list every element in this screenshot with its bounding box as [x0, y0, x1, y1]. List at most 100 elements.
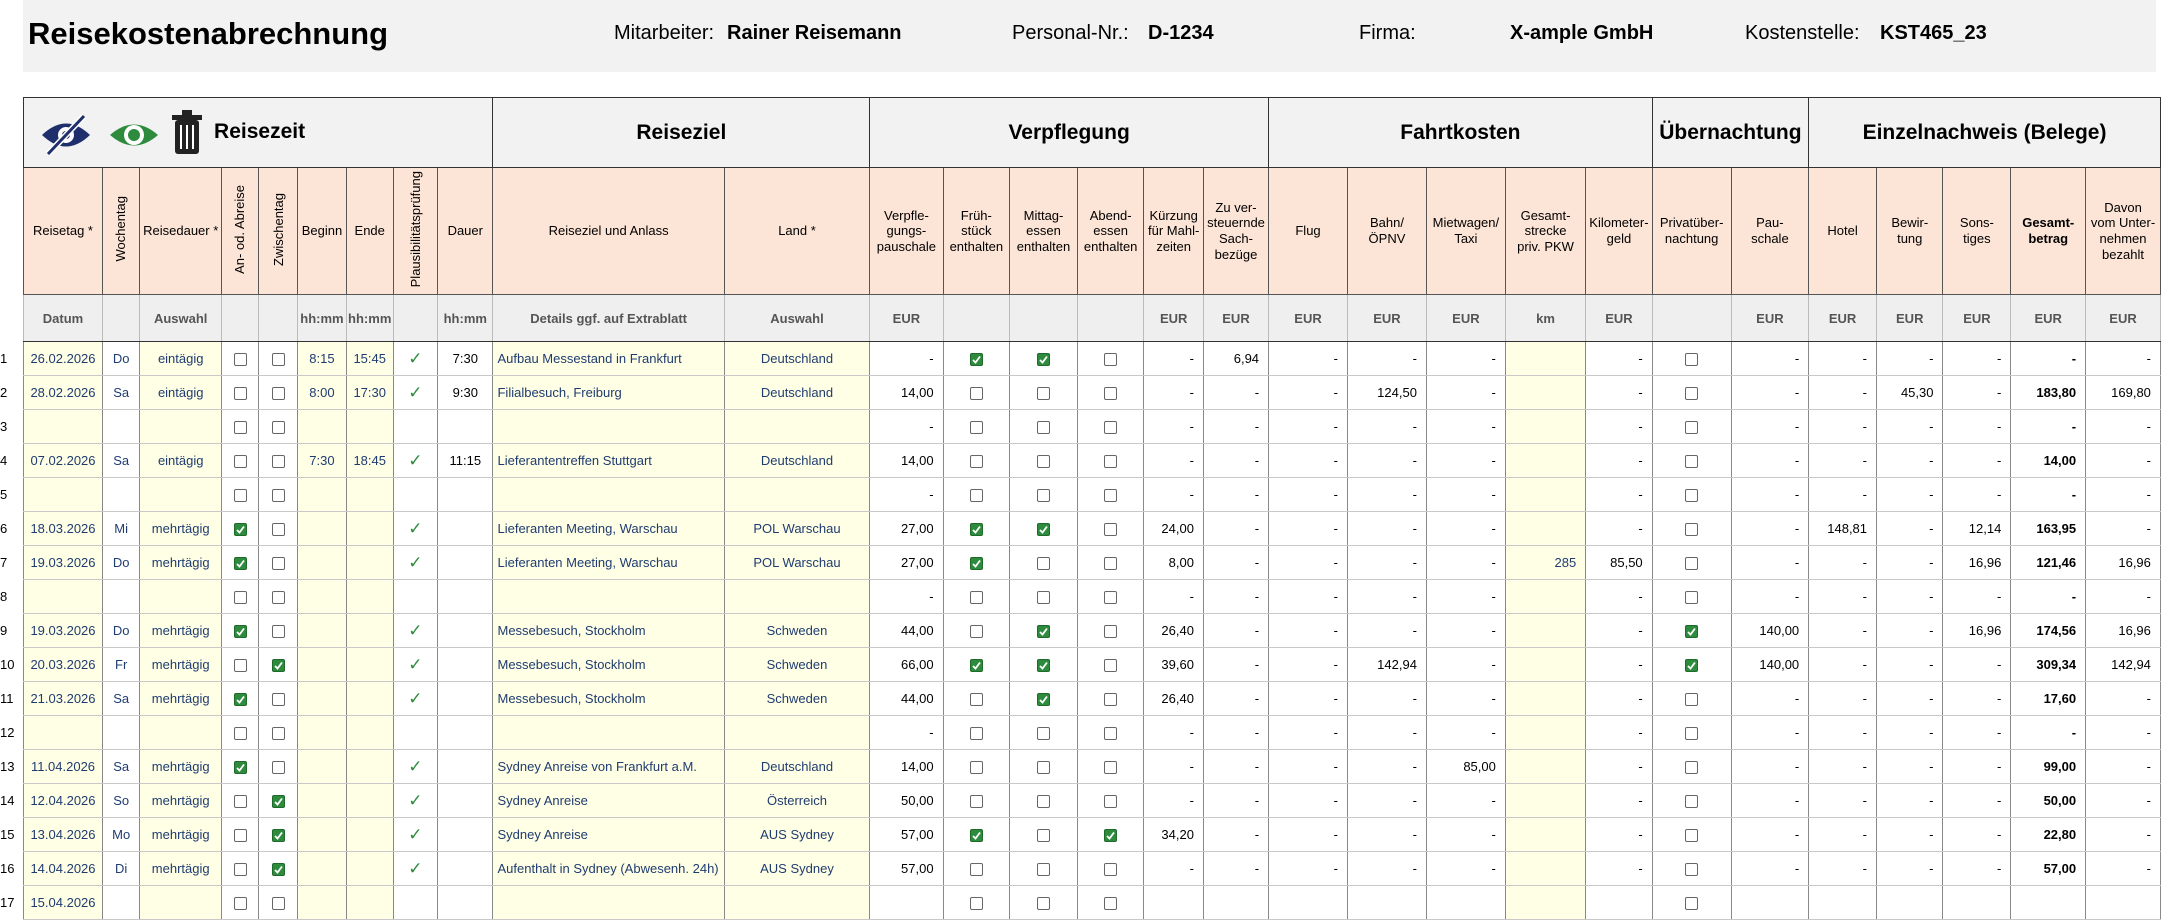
checkbox[interactable]: [969, 353, 983, 367]
checkbox[interactable]: [1685, 863, 1699, 877]
checkbox[interactable]: [1685, 421, 1699, 435]
checkbox[interactable]: [1104, 387, 1118, 401]
checkbox[interactable]: [1104, 659, 1118, 673]
checkbox[interactable]: [969, 489, 983, 503]
checkbox[interactable]: [1104, 693, 1118, 707]
checkbox[interactable]: [969, 863, 983, 877]
checkbox[interactable]: [1104, 353, 1118, 367]
checkbox[interactable]: [1685, 625, 1699, 639]
checkbox[interactable]: [1104, 727, 1118, 741]
checkbox[interactable]: [1685, 455, 1699, 469]
checkbox[interactable]: [1036, 523, 1050, 537]
checkbox[interactable]: [233, 523, 247, 537]
checkbox[interactable]: [1036, 727, 1050, 741]
checkbox[interactable]: [1036, 761, 1050, 775]
checkbox[interactable]: [271, 829, 285, 843]
checkbox[interactable]: [271, 863, 285, 877]
checkbox[interactable]: [1685, 591, 1699, 605]
checkbox[interactable]: [271, 455, 285, 469]
checkbox[interactable]: [1104, 523, 1118, 537]
checkbox[interactable]: [969, 761, 983, 775]
checkbox[interactable]: [1685, 795, 1699, 809]
checkbox[interactable]: [1036, 489, 1050, 503]
checkbox[interactable]: [1036, 693, 1050, 707]
checkbox[interactable]: [271, 659, 285, 673]
checkbox[interactable]: [1685, 489, 1699, 503]
checkbox[interactable]: [969, 897, 983, 911]
checkbox[interactable]: [271, 489, 285, 503]
hide-icon[interactable]: [38, 112, 94, 158]
checkbox[interactable]: [271, 897, 285, 911]
checkbox[interactable]: [233, 897, 247, 911]
checkbox[interactable]: [1036, 897, 1050, 911]
checkbox[interactable]: [969, 421, 983, 435]
checkbox[interactable]: [271, 421, 285, 435]
checkbox[interactable]: [1685, 387, 1699, 401]
checkbox[interactable]: [1685, 897, 1699, 911]
checkbox[interactable]: [233, 761, 247, 775]
checkbox[interactable]: [969, 795, 983, 809]
checkbox[interactable]: [233, 625, 247, 639]
checkbox[interactable]: [233, 455, 247, 469]
checkbox[interactable]: [1036, 829, 1050, 843]
checkbox[interactable]: [233, 727, 247, 741]
checkbox[interactable]: [1685, 829, 1699, 843]
checkbox[interactable]: [1036, 353, 1050, 367]
checkbox[interactable]: [271, 625, 285, 639]
checkbox[interactable]: [233, 387, 247, 401]
delete-icon[interactable]: [170, 108, 204, 158]
checkbox[interactable]: [1104, 829, 1118, 843]
checkbox[interactable]: [1685, 557, 1699, 571]
checkbox[interactable]: [1104, 489, 1118, 503]
checkbox[interactable]: [233, 591, 247, 605]
checkbox[interactable]: [1685, 353, 1699, 367]
checkbox[interactable]: [1685, 523, 1699, 537]
checkbox[interactable]: [969, 523, 983, 537]
checkbox[interactable]: [1104, 557, 1118, 571]
checkbox[interactable]: [1104, 761, 1118, 775]
checkbox[interactable]: [969, 387, 983, 401]
checkbox[interactable]: [271, 387, 285, 401]
checkbox[interactable]: [233, 353, 247, 367]
checkbox[interactable]: [1036, 795, 1050, 809]
checkbox[interactable]: [271, 693, 285, 707]
checkbox[interactable]: [1036, 863, 1050, 877]
checkbox[interactable]: [1104, 863, 1118, 877]
checkbox[interactable]: [969, 625, 983, 639]
checkbox[interactable]: [233, 829, 247, 843]
checkbox[interactable]: [969, 557, 983, 571]
checkbox[interactable]: [1104, 421, 1118, 435]
checkbox[interactable]: [1036, 455, 1050, 469]
checkbox[interactable]: [233, 863, 247, 877]
checkbox[interactable]: [1104, 455, 1118, 469]
checkbox[interactable]: [1036, 659, 1050, 673]
checkbox[interactable]: [969, 727, 983, 741]
checkbox[interactable]: [233, 693, 247, 707]
checkbox[interactable]: [969, 829, 983, 843]
checkbox[interactable]: [233, 557, 247, 571]
checkbox[interactable]: [969, 659, 983, 673]
checkbox[interactable]: [233, 795, 247, 809]
checkbox[interactable]: [969, 591, 983, 605]
checkbox[interactable]: [1104, 625, 1118, 639]
checkbox[interactable]: [1685, 727, 1699, 741]
checkbox[interactable]: [233, 421, 247, 435]
checkbox[interactable]: [271, 761, 285, 775]
checkbox[interactable]: [1685, 761, 1699, 775]
checkbox[interactable]: [1036, 591, 1050, 605]
checkbox[interactable]: [1685, 693, 1699, 707]
checkbox[interactable]: [1036, 387, 1050, 401]
checkbox[interactable]: [271, 727, 285, 741]
checkbox[interactable]: [1104, 591, 1118, 605]
checkbox[interactable]: [271, 795, 285, 809]
checkbox[interactable]: [271, 353, 285, 367]
checkbox[interactable]: [271, 591, 285, 605]
checkbox[interactable]: [1104, 795, 1118, 809]
checkbox[interactable]: [271, 557, 285, 571]
checkbox[interactable]: [1036, 625, 1050, 639]
checkbox[interactable]: [1036, 557, 1050, 571]
checkbox[interactable]: [1104, 897, 1118, 911]
checkbox[interactable]: [969, 693, 983, 707]
checkbox[interactable]: [271, 523, 285, 537]
checkbox[interactable]: [233, 659, 247, 673]
